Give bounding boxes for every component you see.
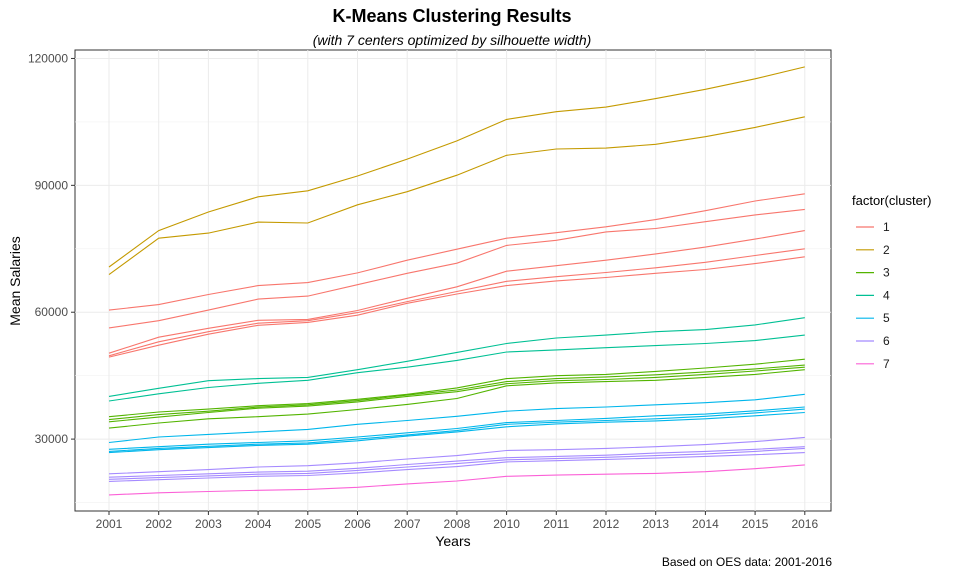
y-tick-label: 120000 <box>28 51 68 65</box>
series-line-cluster-6 <box>108 446 805 478</box>
plot-panel <box>74 49 832 512</box>
y-tick-label: 90000 <box>35 178 69 192</box>
x-tick-label: 2016 <box>791 517 818 531</box>
series-line-cluster-4 <box>108 334 805 402</box>
x-axis-title: Years <box>435 533 470 549</box>
legend-label-6: 6 <box>883 334 890 348</box>
series-line-cluster-1 <box>108 256 805 358</box>
series-line-cluster-3 <box>108 358 805 418</box>
chart-title: K-Means Clustering Results <box>332 6 572 26</box>
series-line-cluster-5 <box>108 408 805 452</box>
series-line-cluster-2 <box>108 66 805 268</box>
x-tick-label: 2013 <box>642 517 669 531</box>
x-axis: 2001 2002 2003 2004 2005 2006 2007 2008 2010 2011… <box>96 511 818 531</box>
x-tick-label: 2003 <box>195 517 222 531</box>
y-axis: 30000 60000 90000 120000 <box>28 51 75 446</box>
legend-label-3: 3 <box>883 266 890 280</box>
legend: factor(cluster) 1 2 3 4 5 6 7 <box>852 193 931 371</box>
series-line-cluster-2 <box>108 116 805 276</box>
x-tick-label: 2005 <box>294 517 321 531</box>
series-line-cluster-3 <box>108 369 805 429</box>
x-tick-label: 2001 <box>96 517 123 531</box>
x-tick-label: 2015 <box>742 517 769 531</box>
legend-label-4: 4 <box>883 288 890 302</box>
grid-lines <box>75 50 831 511</box>
y-axis-title: Mean Salaries <box>7 236 23 326</box>
series-lines <box>108 66 805 496</box>
x-tick-label: 2011 <box>543 517 569 531</box>
series-line-cluster-4 <box>108 317 805 397</box>
series-line-cluster-7 <box>108 464 805 496</box>
x-tick-label: 2010 <box>493 517 520 531</box>
series-line-cluster-3 <box>108 366 805 423</box>
series-line-cluster-1 <box>108 248 805 357</box>
legend-label-7: 7 <box>883 357 890 371</box>
legend-label-2: 2 <box>883 243 890 257</box>
legend-label-1: 1 <box>883 220 890 234</box>
legend-title: factor(cluster) <box>852 193 931 208</box>
x-tick-label: 2014 <box>692 517 719 531</box>
chart-subtitle: (with 7 centers optimized by silhouette … <box>312 32 592 48</box>
series-line-cluster-1 <box>108 193 805 311</box>
x-tick-label: 2004 <box>245 517 272 531</box>
legend-label-5: 5 <box>883 311 890 325</box>
series-line-cluster-1 <box>108 208 805 329</box>
series-line-cluster-5 <box>108 393 805 444</box>
series-line-cluster-6 <box>108 447 805 480</box>
x-tick-label: 2006 <box>344 517 371 531</box>
x-tick-label: 2008 <box>444 517 471 531</box>
y-tick-label: 30000 <box>35 432 69 446</box>
series-line-cluster-6 <box>108 436 805 475</box>
chart-caption: Based on OES data: 2001-2016 <box>661 555 832 569</box>
series-line-cluster-3 <box>108 364 805 421</box>
x-tick-label: 2002 <box>145 517 172 531</box>
series-line-cluster-5 <box>108 411 805 454</box>
y-tick-label: 60000 <box>35 305 69 319</box>
series-line-cluster-1 <box>108 230 805 354</box>
series-line-cluster-5 <box>108 406 805 450</box>
x-tick-label: 2012 <box>593 517 620 531</box>
series-line-cluster-6 <box>108 452 805 482</box>
x-tick-label: 2007 <box>394 517 421 531</box>
